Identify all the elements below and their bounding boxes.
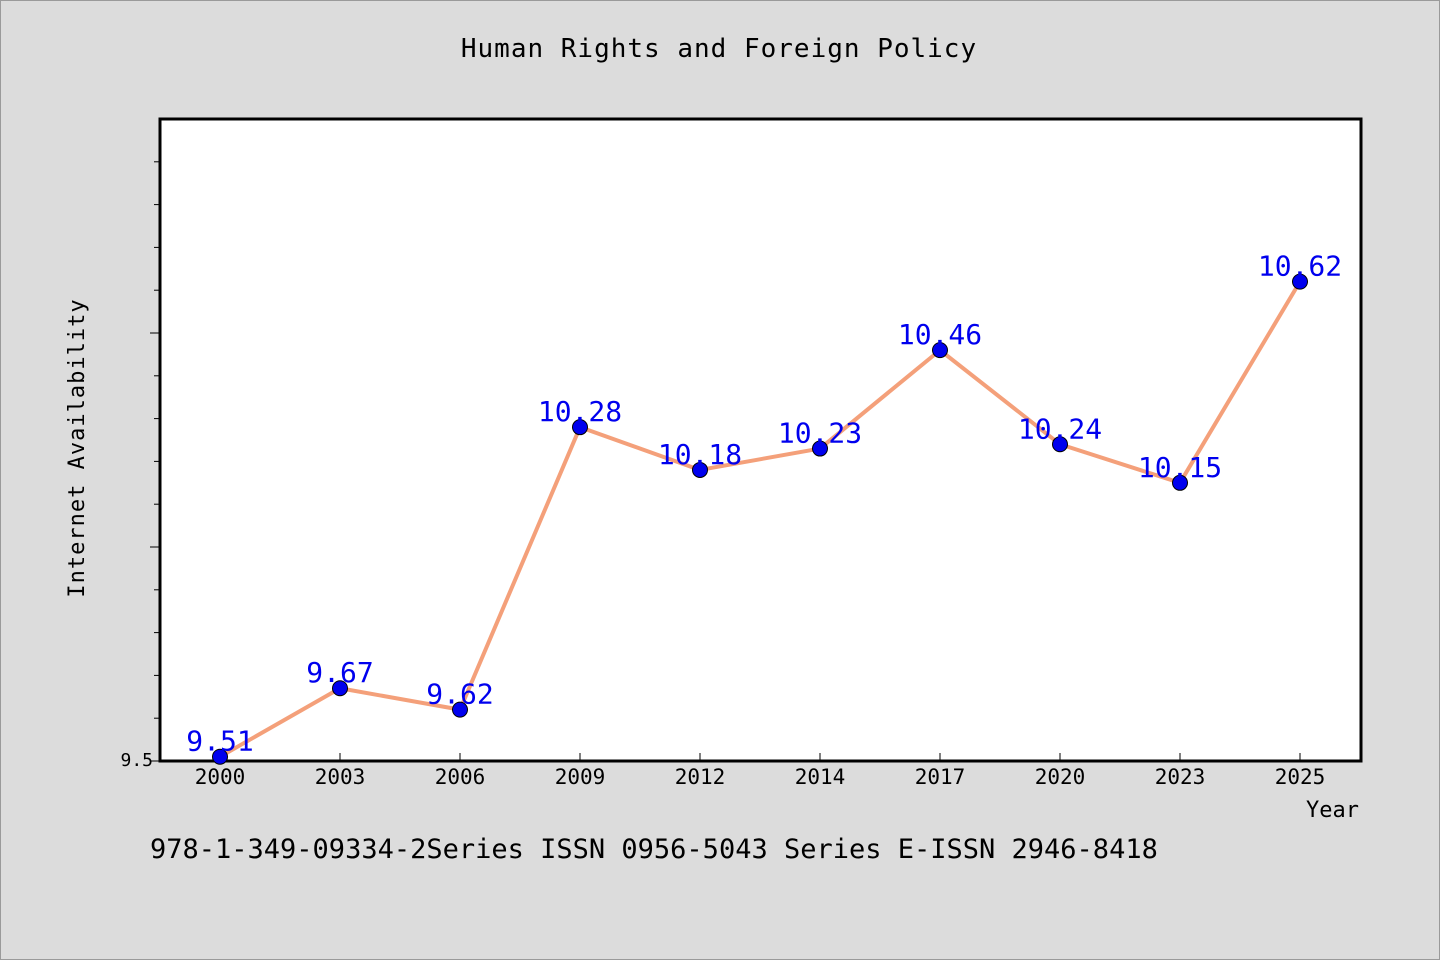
x-tick-label: 2003 [315,765,366,789]
data-label: 10.15 [1138,451,1222,484]
x-tick-label: 2014 [795,765,846,789]
plot-area [158,117,1363,763]
x-tick-label: 2006 [435,765,486,789]
data-point [572,419,588,436]
y-axis-ticks [150,161,160,762]
data-labels: 9.51 9.67 9.62 10.28 10.18 10.23 10.46 10.24 10.… [186,250,1342,758]
data-label: 10.23 [778,417,862,450]
x-tick-label: 2000 [195,765,246,789]
data-point [452,701,468,718]
x-tick-label: 2009 [555,765,606,789]
x-axis-label: Year [1306,798,1359,823]
data-point [1052,436,1068,453]
data-point [932,342,948,359]
x-tick-label: 2012 [675,765,726,789]
data-label: 9.62 [426,678,493,711]
x-tick-label: 2017 [915,765,966,789]
x-axis-ticks: 2000 2003 2006 2009 2012 2014 2017 2020 2023 2025 [195,753,1326,789]
x-tick-label: 2020 [1035,765,1086,789]
data-point [692,461,708,478]
data-label: 9.51 [186,725,253,758]
data-point [812,440,828,457]
x-tick-label: 2023 [1155,765,1206,789]
data-label: 10.18 [658,438,742,471]
data-label: 10.24 [1018,412,1102,445]
data-label: 9.67 [306,656,373,689]
data-point [332,680,348,697]
series-line [219,280,1302,759]
x-tick-label: 2025 [1275,765,1326,789]
data-label: 10.46 [898,318,982,351]
data-point [1292,273,1308,290]
data-label: 10.62 [1258,250,1342,283]
footer-note: 978-1-349-09334-2Series ISSN 0956-5043 S… [150,834,1158,865]
y-tick-label: 9.5 [120,750,153,771]
data-point [1172,474,1188,491]
y-axis-label: Internet Availability [65,298,90,597]
chart-title: Human Rights and Foreign Policy [460,34,978,64]
data-label: 10.28 [538,395,622,428]
series-markers [212,273,1308,765]
data-point [212,748,228,765]
